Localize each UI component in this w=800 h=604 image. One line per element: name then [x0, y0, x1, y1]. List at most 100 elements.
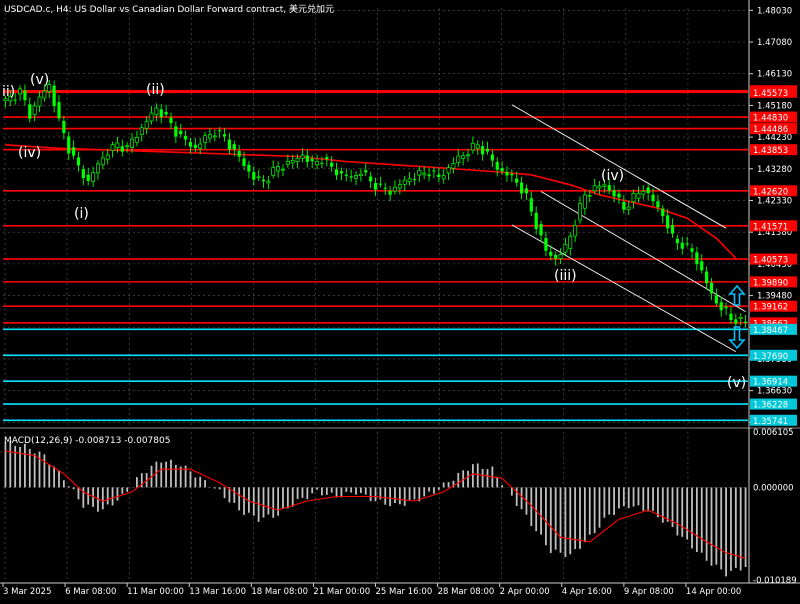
time-tick-label: 14 Apr 00:00: [686, 587, 741, 597]
candle-body-down: [193, 144, 197, 149]
candle-body-up: [568, 235, 573, 249]
candle-body-down: [62, 120, 66, 134]
candle-body-up: [271, 167, 276, 176]
candle-body-up: [582, 194, 587, 209]
support-level-badge: [750, 414, 797, 426]
price-tick-label: 1.40430: [757, 260, 792, 270]
candle-body-up: [203, 135, 208, 143]
macd-tick-label: 0.000000: [753, 483, 794, 493]
candle-body-down: [364, 170, 368, 173]
candle-body-up: [407, 178, 412, 183]
candle-body-up: [563, 244, 568, 253]
resistance-level-badge: [750, 144, 797, 156]
candle-body-down: [485, 148, 490, 152]
candle-body-up: [96, 163, 100, 174]
candle-body-up: [256, 176, 261, 179]
resistance-level-badge: [750, 111, 797, 123]
candle-body-up: [139, 127, 144, 136]
resistance-level-label: 1.43853: [753, 146, 788, 156]
support-level-badge: [750, 375, 797, 387]
time-tick-label: 13 Mar 16:00: [189, 587, 246, 597]
candle-body-up: [47, 84, 52, 92]
candle-body-up: [393, 186, 397, 192]
candle-body-up: [207, 134, 212, 139]
candle-body-up: [354, 175, 358, 179]
candle-body-up: [125, 145, 130, 148]
candle-body-up: [37, 96, 42, 107]
candle-body-down: [719, 302, 723, 311]
candle-body-down: [330, 162, 334, 167]
wave-label: (iv): [601, 168, 624, 184]
wave-label: (v): [30, 72, 49, 88]
candle-body-down: [714, 295, 718, 304]
channel-lower-line: [511, 224, 737, 352]
price-tick-label: 1.41380: [757, 228, 792, 238]
candle-body-up: [446, 167, 451, 174]
candle-body-down: [666, 215, 670, 229]
candle-body-up: [91, 172, 96, 182]
resistance-level-label: 1.45573: [753, 89, 788, 99]
candle-body-up: [422, 172, 427, 176]
candle-body-up: [558, 254, 563, 259]
candle-body-down: [607, 185, 611, 191]
candle-body-down: [227, 139, 232, 150]
candle-body-up: [300, 154, 305, 159]
level-badges: 1.456191.444861.455731.448301.438531.426…: [750, 85, 797, 427]
price-tick-label: 1.42330: [757, 196, 792, 206]
wave-label: ii): [2, 84, 15, 100]
candle-body-down: [724, 306, 728, 309]
candle-body-up: [42, 90, 47, 99]
price-tick-label: 1.48030: [757, 6, 792, 16]
candle-body-down: [544, 237, 548, 251]
support-level-badge: [750, 323, 797, 335]
candle-body-down: [515, 178, 519, 183]
channel-upper-line: [511, 104, 727, 229]
candle-body-down: [510, 173, 514, 176]
candle-body-down: [179, 130, 183, 135]
candle-body-down: [237, 150, 241, 157]
candle-body-up: [18, 88, 22, 95]
candlesticks: [3, 79, 748, 330]
candle-body-down: [13, 99, 17, 101]
candle-body-down: [252, 171, 256, 180]
candle-body-down: [28, 104, 32, 119]
candle-body-down: [222, 134, 227, 137]
candle-body-down: [159, 109, 163, 118]
candle-body-down: [729, 313, 733, 320]
candle-body-down: [705, 271, 709, 284]
candle-body-down: [432, 170, 436, 172]
candle-body-up: [290, 160, 295, 164]
candle-body-up: [573, 224, 578, 237]
time-tick-label: 21 Mar 00:00: [313, 587, 370, 597]
wave-label: (v): [727, 375, 746, 391]
candle-body-down: [685, 243, 689, 245]
time-tick-label: 9 Apr 08:00: [624, 587, 674, 597]
macd-signal-line: [5, 450, 746, 559]
candle-body-down: [378, 183, 382, 185]
candle-body-up: [402, 179, 407, 185]
candle-body-up: [110, 144, 115, 151]
candle-body-down: [500, 168, 504, 172]
candle-body-up: [470, 143, 475, 151]
candle-body-down: [505, 171, 509, 176]
candle-body-down: [427, 174, 431, 177]
time-tick-label: 11 Mar 00:00: [127, 587, 184, 597]
candle-body-down: [67, 136, 71, 154]
candle-body-down: [437, 174, 441, 178]
candle-body-up: [738, 316, 743, 319]
candle-body-down: [617, 193, 621, 198]
resistance-level-label: 1.40573: [753, 256, 788, 266]
support-level-label: 1.37690: [753, 352, 788, 362]
candle-body-up: [466, 154, 470, 157]
candle-body-down: [695, 252, 699, 265]
candle-body-down: [349, 176, 353, 178]
candle-body-down: [369, 176, 373, 182]
candle-body-down: [52, 85, 56, 107]
candle-body-down: [651, 194, 655, 202]
candle-body-up: [212, 135, 217, 138]
candle-body-down: [743, 321, 748, 324]
macd-tick-label: -0.010189: [753, 576, 797, 586]
price-tick-label: 1.43280: [757, 165, 792, 175]
